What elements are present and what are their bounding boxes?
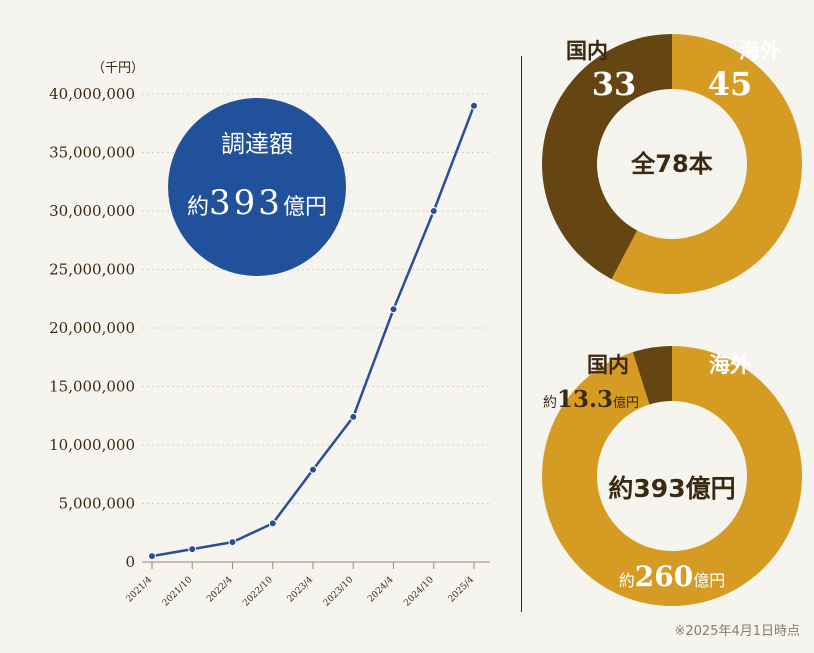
x-tick-label: 2024/10: [402, 575, 436, 609]
amount-domestic-label: 国内: [587, 353, 629, 377]
x-tick-label: 2023/10: [322, 575, 356, 609]
amount-overseas-suffix: 億円: [693, 571, 725, 590]
amount-domestic-value: 約13.3億円: [543, 386, 639, 413]
unit-label: （千円）: [92, 61, 144, 76]
data-point: [429, 207, 438, 215]
data-point: [309, 465, 317, 474]
count-overseas-value: 45: [708, 65, 753, 103]
badge-title: 調達額: [221, 130, 293, 158]
y-tick-label: 30,000,000: [49, 202, 135, 220]
funding-badge: 調達額 約393億円: [168, 98, 346, 276]
x-tick-label: 2021/10: [161, 575, 195, 609]
y-tick-label: 40,000,000: [49, 85, 135, 103]
badge-value: 393: [209, 183, 283, 223]
donut-slice: [542, 34, 672, 280]
amount-overseas-number: 260: [635, 560, 693, 593]
data-point: [389, 305, 398, 314]
x-tick-label: 2023/4: [286, 575, 316, 605]
data-point: [349, 412, 358, 421]
amount-donut: 約393億円 国内 約13.3億円 海外 約260億円: [542, 346, 803, 606]
amount-domestic-suffix: 億円: [613, 395, 639, 411]
badge-prefix: 約: [187, 195, 209, 220]
y-tick-label: 0: [125, 553, 135, 571]
donut-slice: [611, 34, 803, 294]
amount-donut-center: 約393億円: [608, 474, 735, 503]
count-domestic-value: 33: [592, 65, 637, 103]
y-tick-label: 5,000,000: [59, 495, 135, 513]
x-tick-label: 2022/4: [205, 575, 235, 605]
amount-overseas-prefix: 約: [619, 571, 635, 590]
data-point: [470, 101, 478, 110]
data-point: [188, 545, 197, 554]
data-point: [228, 538, 237, 547]
count-domestic-label: 国内: [566, 39, 608, 63]
amount-domestic-number: 13.3: [557, 386, 613, 413]
count-donut-center: 全78本: [630, 150, 712, 178]
donut-slice: [542, 346, 803, 606]
badge-amount: 約393億円: [187, 183, 327, 223]
x-tick-label: 2021/4: [125, 575, 155, 605]
x-tick-label: 2025/4: [447, 575, 477, 605]
amount-domestic-prefix: 約: [543, 395, 557, 411]
badge-circle: [168, 98, 346, 276]
count-donut: 全78本 国内 33 海外 45: [542, 34, 803, 294]
data-point: [148, 552, 156, 561]
y-tick-label: 20,000,000: [49, 319, 135, 337]
y-tick-label: 35,000,000: [49, 144, 135, 162]
vertical-divider: [521, 56, 522, 612]
badge-suffix: 億円: [283, 195, 327, 220]
x-tick-label: 2024/4: [366, 575, 396, 605]
x-tick-label: 2022/10: [241, 575, 275, 609]
donut-slice: [632, 346, 672, 405]
data-point: [268, 519, 277, 528]
y-tick-label: 15,000,000: [49, 378, 135, 396]
footnote: ※2025年4月1日時点: [674, 624, 800, 639]
amount-overseas-label: 海外: [709, 353, 751, 377]
amount-overseas-value: 約260億円: [619, 560, 725, 593]
y-tick-label: 25,000,000: [49, 261, 135, 279]
count-overseas-label: 海外: [739, 39, 781, 63]
y-tick-label: 10,000,000: [49, 436, 135, 454]
